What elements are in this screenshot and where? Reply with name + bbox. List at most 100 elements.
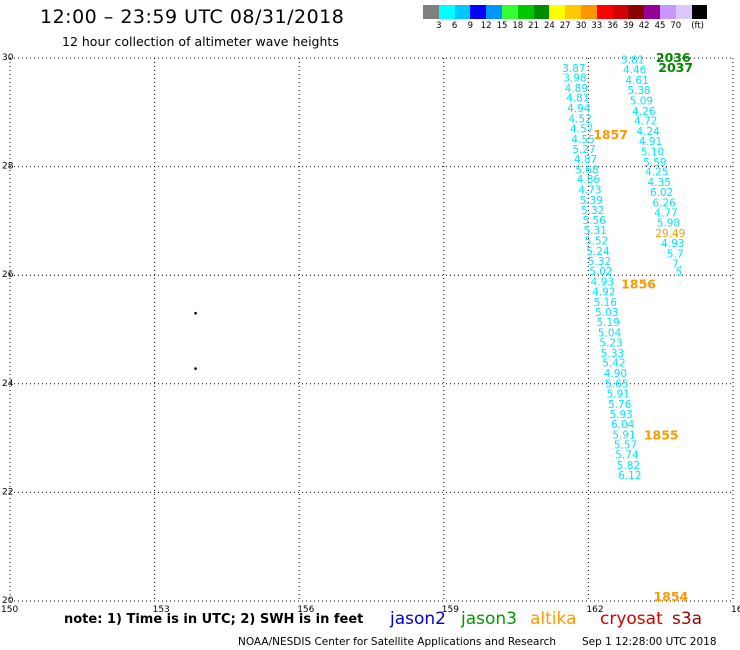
wave-height-point: 5.56 [582,215,606,227]
wave-height-point: 4.61 [625,75,648,87]
wave-height-point: 5.09 [630,95,653,107]
land-point [194,367,197,370]
x-tick-label: 159 [442,605,459,615]
wave-height-point: 5.7 [667,249,684,261]
color-scale-label: 70 [670,21,682,31]
color-scale-label: 3 [436,21,442,31]
pass-time-label: 1854 [653,589,688,604]
wave-height-point: 29.49 [655,228,685,240]
color-scale-label: 12 [480,21,492,31]
wave-height-point: 6.04 [611,419,635,431]
y-tick-label: 20 [2,596,14,606]
wave-height-point: 4.73 [578,184,601,196]
wave-height-point: 5.38 [627,85,650,97]
wave-height-point: 5.57 [614,440,637,452]
pass-time-label: 1857 [593,127,628,142]
color-scale-swatches [423,5,708,19]
wave-height-point: 4.92 [592,287,615,299]
wave-height-point: 3.98 [563,73,586,85]
color-scale-label: 21 [528,21,540,31]
color-swatch [644,5,660,19]
wave-height-point: 3.81 [621,55,644,67]
color-swatch [565,5,581,19]
color-swatch [486,5,502,19]
x-tick-label: 150 [1,605,18,615]
wave-height-point: 4.72 [634,116,657,128]
color-swatch [659,5,676,19]
wave-height-point: 5.91 [607,389,630,401]
color-swatch [423,5,439,19]
color-scale-label: 39 [622,21,634,31]
wave-height-point: 6.26 [652,198,676,210]
color-scale-label: 9 [467,21,474,31]
wave-height-point: 5.04 [598,327,622,339]
color-scale-label: 24 [543,21,555,31]
wave-height-point: 4.93 [591,276,614,288]
color-swatch [549,5,566,19]
y-tick-label: 30 [2,53,14,63]
pass-time-label: 2036 [656,50,691,65]
wave-height-point: 4.52 [569,113,592,125]
color-swatch [438,5,455,19]
wave-height-point: 3.87 [562,63,585,75]
wave-height-point: 4.90 [604,368,627,380]
color-scale-label: 6 [451,21,458,31]
wave-height-point: 5.98 [657,218,680,230]
wave-height-point: 4.46 [623,64,647,76]
wave-height-point: 5.19 [596,317,619,329]
legend-item-altika: altika [530,609,577,629]
color-swatch [470,5,487,19]
wave-height-point: 5.03 [595,307,618,319]
x-tick-label: 162 [586,605,603,615]
legend-item-s3a: s3a [672,609,703,629]
wave-height-point: 4.89 [565,83,588,95]
legend-item-jason2: jason2 [390,609,446,629]
wave-height-point: 4.87 [574,154,597,166]
x-tick-label: 165 [731,605,740,615]
wave-height-point: 5.59 [643,157,666,169]
wave-height-point: 4.24 [636,126,660,138]
wave-height-point: 4.55 [571,134,594,146]
color-swatch [612,5,629,19]
wave-height-point: 6.12 [618,470,641,482]
wave-height-point: 5.24 [586,246,610,258]
color-scale-label: 18 [512,21,524,31]
wave-height-point: 4.93 [661,238,684,250]
wave-height-point: 5.33 [601,348,624,360]
pass-time-label: 1856 [621,276,656,291]
y-tick-label: 28 [2,162,14,172]
wave-height-point: 4.94 [567,103,591,115]
wave-height-point: 5.02 [589,266,612,278]
color-scale: 3 6 9 12 15 18 21 24 27 30 33 36 39 42 45 70 (ft) [423,5,708,31]
color-swatch [533,5,550,19]
color-scale-label: 42 [638,21,650,31]
wave-height-point: 5 [676,266,683,278]
y-tick-label: 24 [2,379,14,389]
wave-height-point: 5.74 [615,449,639,461]
wave-height-point: 5.31 [583,225,606,237]
color-swatch [580,5,597,19]
wave-height-point: 5.65 [605,378,628,390]
page-title: 12:00 – 23:59 UTC 08/31/2018 [40,6,345,28]
wave-height-point: 4.81 [566,93,589,105]
wave-height-point: 5.16 [594,297,618,309]
color-scale-label: 30 [575,21,587,31]
pass-time-label: 1855 [644,427,679,442]
wave-height-point: 5.32 [588,256,611,268]
color-scale-label: (ft) [691,21,704,31]
color-swatch [454,5,471,19]
color-scale-label: 33 [591,21,603,31]
wave-height-point: 4.91 [639,136,662,148]
footer-note: note: 1) Time is in UTC; 2) SWH is in fe… [64,612,364,627]
wave-height-point: 5.68 [575,164,598,176]
x-tick-label: 156 [297,605,314,615]
wave-height-point: 5.52 [585,236,608,248]
wave-height-point: 5.39 [580,195,603,207]
wave-height-point: 4.25 [645,167,668,179]
wave-height-point: 6.02 [650,187,673,199]
legend-item-cryosat: cryosat [600,609,663,629]
color-scale-label: 15 [496,21,508,31]
x-tick-label: 153 [153,605,170,615]
color-swatch [596,5,613,19]
